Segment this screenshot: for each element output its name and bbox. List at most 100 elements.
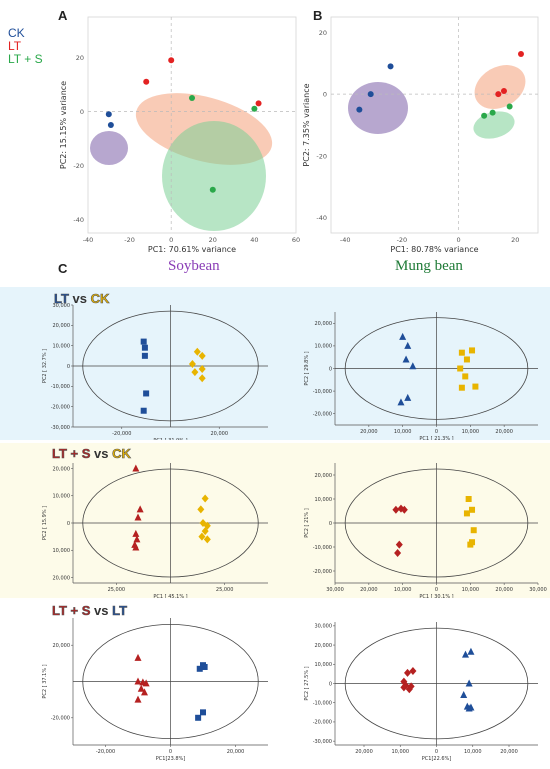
crop-label-mung-bean: Mung bean [395, 258, 463, 274]
point-2-0 [481, 112, 488, 119]
y-tick-label-4: -10,000 [51, 384, 70, 390]
point-0-3 [142, 679, 150, 687]
y-tick-label-0: 20,000 [53, 643, 71, 649]
point-0-0 [132, 464, 140, 472]
point-0-6 [132, 543, 140, 551]
point-0-2 [356, 106, 363, 113]
y-tick-label-0: 30,000 [315, 624, 333, 630]
x-tick-label-3: 20 [209, 236, 217, 244]
x-tick-label-1: 10,000 [392, 749, 410, 755]
chart-c-soy-lts-vs-lt: -20,000 0 20,000 20,000 -20,000 PC1[23.8%] PC2… [42, 618, 268, 762]
point-1-2 [463, 510, 470, 517]
point-1-4 [195, 714, 202, 721]
y-tick-label-4: -10,000 [313, 701, 332, 707]
legend-item-lts: LT + S [8, 52, 43, 66]
legend-item-lt: LT [8, 39, 22, 53]
y-tick-label-3: -10,000 [313, 389, 332, 395]
x-tick-label-2: 20,000 [227, 749, 245, 755]
panel-label-a: A [58, 8, 68, 23]
y-tick-label-0: 20,000 [53, 466, 71, 472]
chart-b: -40 -20 0 20 -40 -20 0 20 PC1: 80.78% variance PC… [302, 16, 539, 254]
point-0-2 [134, 513, 142, 521]
x-tick-label-1: -20 [397, 236, 408, 244]
x-tick-label-1: 25,000 [216, 587, 234, 593]
ellipse-0 [90, 131, 128, 165]
point-1-3 [200, 709, 206, 716]
x-axis-label: PC1[23.8%] [156, 756, 186, 762]
x-tick-label-0: -20,000 [96, 749, 115, 755]
x-tick-label-2: 0 [435, 749, 438, 755]
x-tick-label-0: -40 [83, 236, 94, 244]
y-tick-label-2: 0 [329, 366, 332, 372]
x-tick-label-2: 0 [169, 236, 173, 244]
x-axis-label: PC1 [ 31.9% ] [153, 438, 187, 440]
x-tick-label-1: 10,000 [462, 429, 480, 435]
point-0-0 [140, 338, 147, 345]
comparison-title-3: LT + S vs LT [52, 603, 128, 619]
y-tick-label-1: 10,000 [53, 494, 71, 500]
y-tick-label-5: -20,000 [313, 720, 332, 726]
point-1-0 [469, 347, 476, 354]
y-tick-label-3: 20 [76, 54, 84, 62]
ellipse-1 [474, 65, 526, 109]
chart-c-soy-lt-vs-ck: -20,000 20,000 30,000 20,000 10,000 0 -10,000 -… [42, 303, 268, 440]
point-0-6 [405, 685, 413, 694]
y-axis-label: PC2 [ 37.1% ] [42, 664, 48, 698]
x-tick-label-4: 20,000 [360, 429, 378, 435]
point-0-3 [143, 390, 150, 397]
y-tick-label-0: 20,000 [315, 473, 333, 479]
y-tick-label-3: 0 [329, 681, 332, 687]
x-tick-label-5: 60 [292, 236, 300, 244]
point-0-4 [404, 393, 412, 401]
chart-c-mung-lt-vs-ck: 20,000 10,000 0 10,000 20,000 20,000 10,000 0 -1… [304, 312, 538, 440]
panel-label-b: B [313, 8, 323, 23]
x-axis-label: PC1 [ 30.1% ] [419, 594, 453, 598]
band-lt-vs-ck [0, 287, 550, 440]
point-1-0 [193, 347, 201, 356]
point-2-1 [251, 105, 258, 112]
x-tick-label-0: 20,000 [495, 429, 513, 435]
x-tick-label-3: 20 [511, 236, 519, 244]
point-0-1 [107, 122, 114, 128]
y-axis-label: PC2 [ 27.5% ] [304, 666, 310, 700]
y-tick-label-3: 0 [67, 364, 70, 370]
point-0-2 [400, 505, 408, 514]
y-tick-label-4: -20,000 [313, 569, 332, 575]
x-axis-label: PC1: 80.78% variance [390, 245, 478, 254]
point-0-2 [402, 355, 410, 363]
y-tick-label-2: 0 [323, 91, 327, 99]
point-1-1 [198, 351, 206, 360]
point-1-3 [470, 527, 477, 534]
x-tick-label-1: 20,000 [360, 587, 378, 593]
y-axis-label: PC2: 7.35% variance [302, 83, 311, 166]
y-axis-label: PC2 [ 15.9% ] [42, 506, 48, 540]
point-0-1 [409, 667, 417, 676]
x-tick-label-2: 0 [457, 236, 461, 244]
point-1-6 [458, 384, 465, 391]
point-0-2 [141, 352, 148, 359]
point-0-3 [409, 362, 417, 370]
point-1-0 [517, 51, 524, 58]
point-1-4 [191, 368, 199, 377]
point-1-2 [465, 679, 473, 687]
x-axis-label: PC1 [ 45.1% ] [153, 594, 187, 598]
point-1-1 [495, 91, 502, 98]
point-1-4 [201, 527, 209, 536]
y-tick-label-6: -30,000 [51, 425, 70, 431]
point-0-4 [137, 684, 145, 692]
y-tick-label-2: 10,000 [315, 662, 333, 668]
point-1-3 [203, 521, 211, 530]
y-tick-label-6: -30,000 [313, 739, 332, 745]
point-1-3 [198, 365, 206, 374]
point-0-1 [404, 341, 412, 349]
legend-item-ck: CK [8, 26, 25, 40]
y-axis-label: PC2 [ 29.8% ] [304, 351, 310, 385]
point-1-0 [465, 496, 472, 502]
y-tick-label-1: 20,000 [53, 323, 71, 329]
point-1-0 [201, 494, 209, 503]
x-tick-label-2: 10,000 [394, 587, 412, 593]
x-axis-label: PC1[22.6%] [422, 756, 452, 762]
point-0-5 [400, 683, 408, 692]
comparison-title-1: LT vs CK [54, 291, 110, 307]
point-1-3 [457, 365, 464, 372]
